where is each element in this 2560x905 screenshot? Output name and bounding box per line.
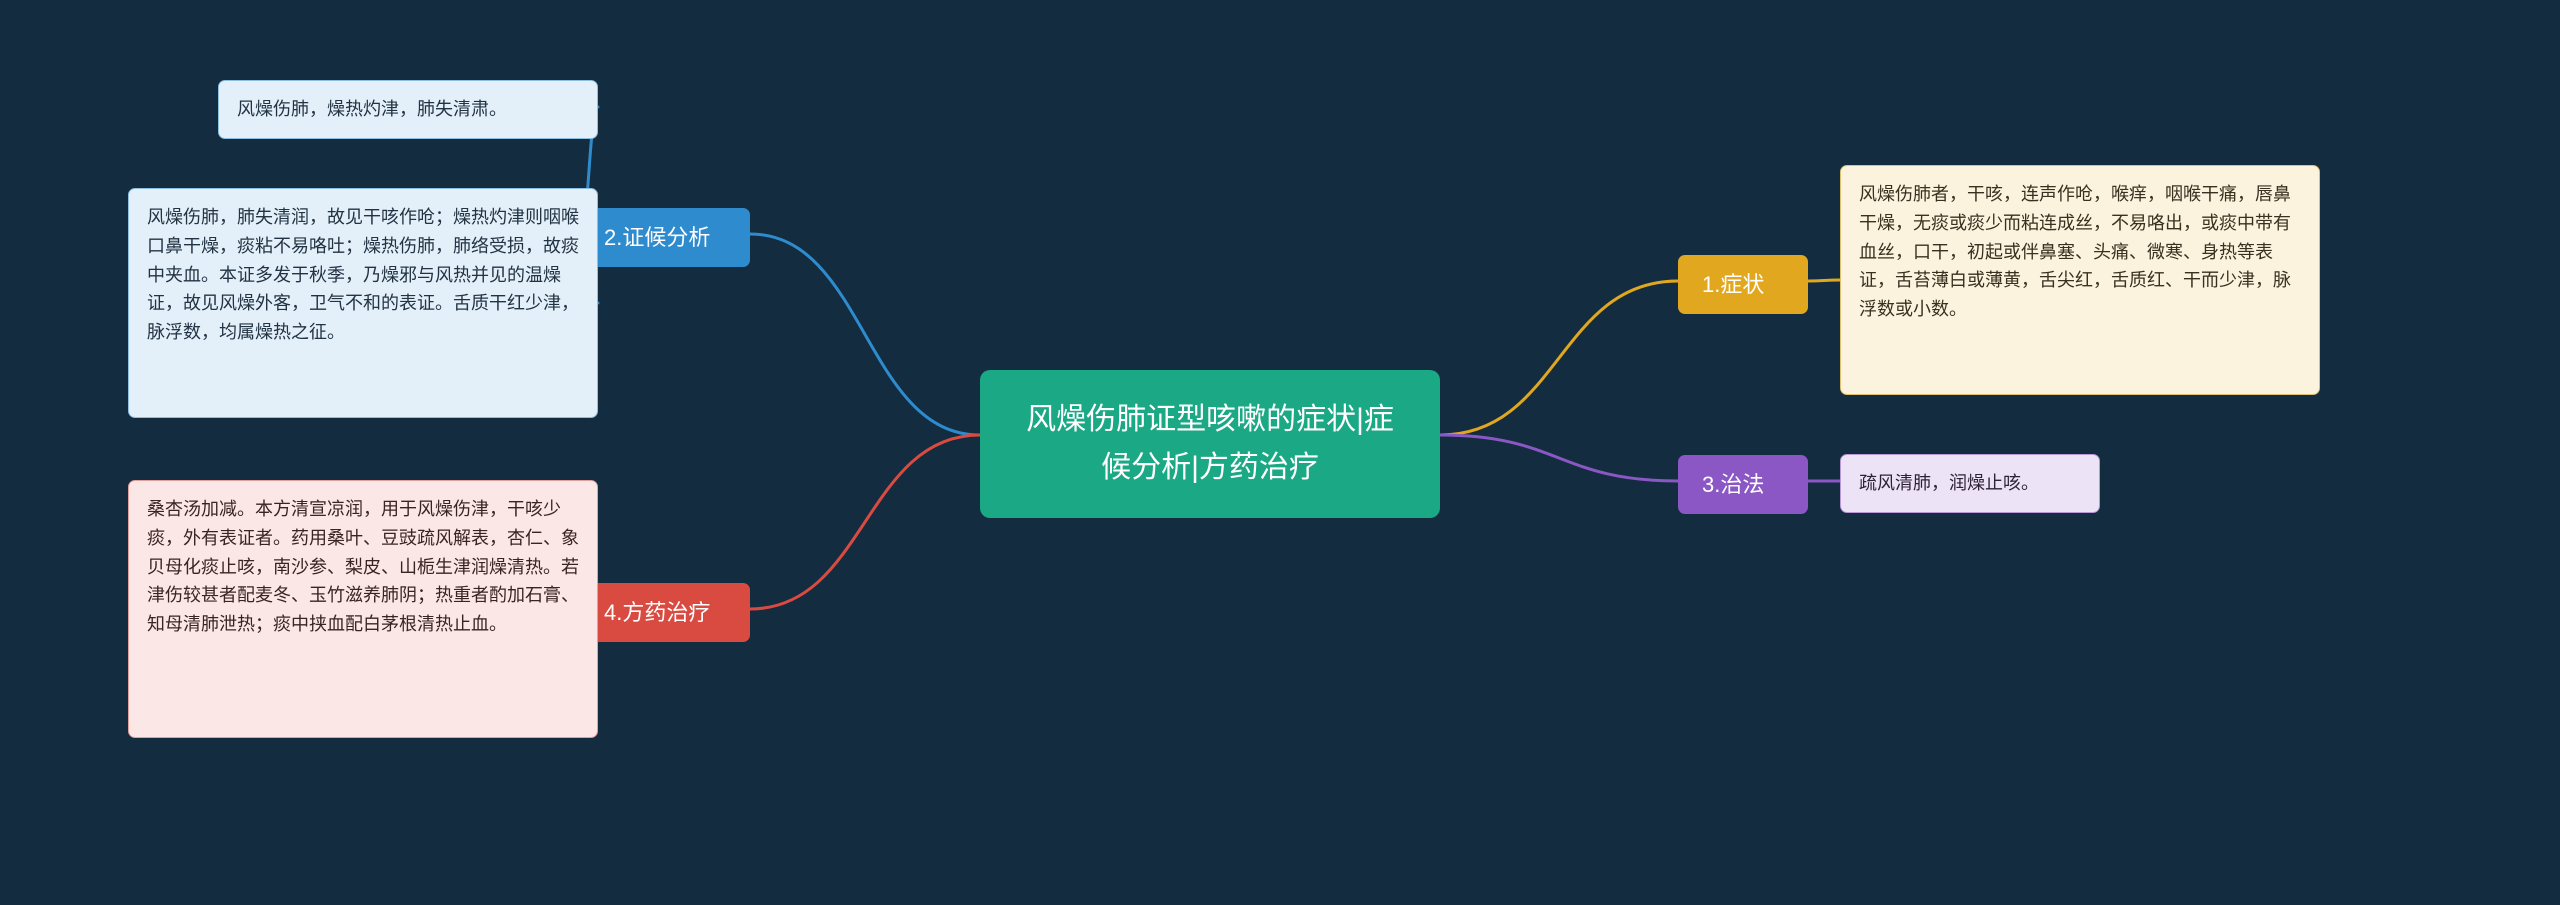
leaf-b1-0: 风燥伤肺者，干咳，连声作呛，喉痒，咽喉干痛，唇鼻干燥，无痰或痰少而粘连成丝，不易…: [1840, 165, 2320, 395]
leaf-b4-0: 桑杏汤加减。本方清宣凉润，用于风燥伤津，干咳少痰，外有表证者。药用桑叶、豆豉疏风…: [128, 480, 598, 738]
branch-b2: 2.证候分析: [580, 208, 750, 267]
branch-b1: 1.症状: [1678, 255, 1808, 314]
branch-b4: 4.方药治疗: [580, 583, 750, 642]
leaf-b2-1: 风燥伤肺，肺失清润，故见干咳作呛；燥热灼津则咽喉口鼻干燥，痰粘不易咯吐；燥热伤肺…: [128, 188, 598, 418]
leaf-b3-0: 疏风清肺，润燥止咳。: [1840, 454, 2100, 513]
leaf-b2-0: 风燥伤肺，燥热灼津，肺失清肃。: [218, 80, 598, 139]
branch-b3: 3.治法: [1678, 455, 1808, 514]
root-node: 风燥伤肺证型咳嗽的症状|症候分析|方药治疗: [980, 370, 1440, 518]
